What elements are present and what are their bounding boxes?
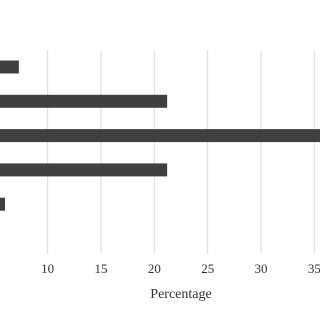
x-axis-label: Percentage — [150, 287, 211, 302]
x-tick-label: 35 — [308, 261, 320, 276]
bar — [0, 163, 168, 177]
bar — [0, 129, 320, 143]
x-tick-label: 20 — [148, 261, 161, 276]
bar — [0, 94, 168, 108]
bar — [0, 60, 19, 74]
x-tick-label: 15 — [95, 261, 108, 276]
x-tick-label: 10 — [41, 261, 54, 276]
x-tick-label: 25 — [201, 261, 214, 276]
bar — [0, 197, 6, 211]
x-tick-label: 30 — [255, 261, 268, 276]
